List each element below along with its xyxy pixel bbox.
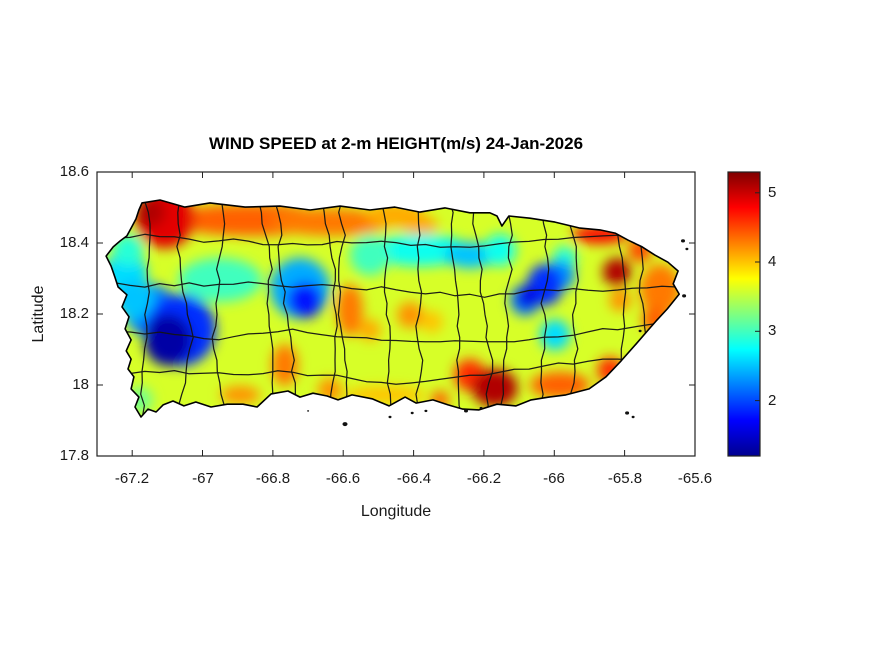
colorbar-gradient (728, 172, 760, 456)
colorbar-tick-label: 5 (768, 184, 777, 201)
colorbar-tick-label: 4 (768, 253, 777, 270)
x-tick-label: -65.6 (677, 470, 713, 487)
x-tick-label: -65.8 (607, 470, 643, 487)
y-tick-label: 18.4 (59, 234, 89, 251)
wind-speed-field (106, 200, 680, 417)
x-tick-label: -67.2 (114, 470, 150, 487)
x-axis-label: Longitude (360, 503, 432, 520)
colorbar-tick-label: 3 (768, 322, 777, 339)
colorbar-ticks (755, 192, 760, 402)
plot-frame (96, 171, 696, 457)
y-tick-label: 18.2 (59, 305, 89, 322)
x-tick-label: -66.6 (325, 470, 361, 487)
y-tick-label: 17.8 (59, 447, 89, 464)
y-tick-label: 18 (72, 376, 89, 393)
chart-title: WIND SPEED at 2-m HEIGHT(m/s) 24-Jan-202… (208, 134, 584, 153)
colorbar-frame (727, 171, 761, 457)
colorbar-tick-label: 2 (768, 392, 777, 409)
islets (307, 239, 689, 427)
coastline (105, 199, 680, 418)
x-tick-label: -67 (192, 470, 214, 487)
y-tick-label: 18.6 (59, 163, 89, 180)
x-tick-label: -66.4 (396, 470, 432, 487)
x-tick-label: -66.2 (466, 470, 502, 487)
x-tick-label: -66 (543, 470, 565, 487)
x-tick-label: -66.8 (255, 470, 291, 487)
